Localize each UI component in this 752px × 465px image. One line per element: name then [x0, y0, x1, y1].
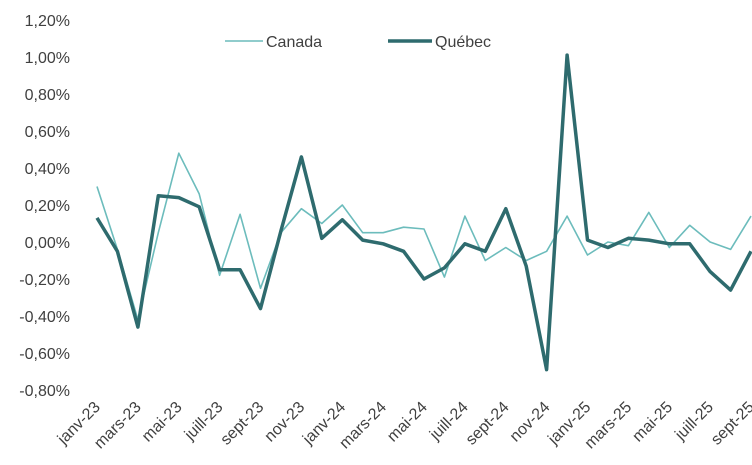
- series-line: [95, 53, 752, 372]
- x-tick-label: mai-23: [139, 399, 186, 446]
- x-tick-label: sept-24: [463, 399, 513, 449]
- y-tick-label: 0,60%: [25, 124, 70, 141]
- legend-label: Canada: [266, 34, 322, 51]
- y-tick-label: 0,80%: [25, 87, 70, 104]
- x-tick-label: sept-23: [218, 399, 268, 449]
- y-tick-label: 1,00%: [25, 50, 70, 67]
- y-tick-label: 1,20%: [25, 13, 70, 30]
- y-tick-label: -0,80%: [19, 383, 70, 400]
- y-tick-label: -0,40%: [19, 309, 70, 326]
- series-line: [96, 152, 752, 321]
- x-tick-label: sept-25: [708, 399, 752, 449]
- y-tick-label: 0,40%: [25, 161, 70, 178]
- legend-label: Québec: [435, 34, 491, 51]
- x-tick-label: mai-24: [384, 399, 431, 446]
- y-tick-label: 0,00%: [25, 235, 70, 252]
- y-tick-label: -0,60%: [19, 346, 70, 363]
- y-tick-label: 0,20%: [25, 198, 70, 215]
- x-tick-label: mai-25: [629, 399, 676, 446]
- y-tick-label: -0,20%: [19, 272, 70, 289]
